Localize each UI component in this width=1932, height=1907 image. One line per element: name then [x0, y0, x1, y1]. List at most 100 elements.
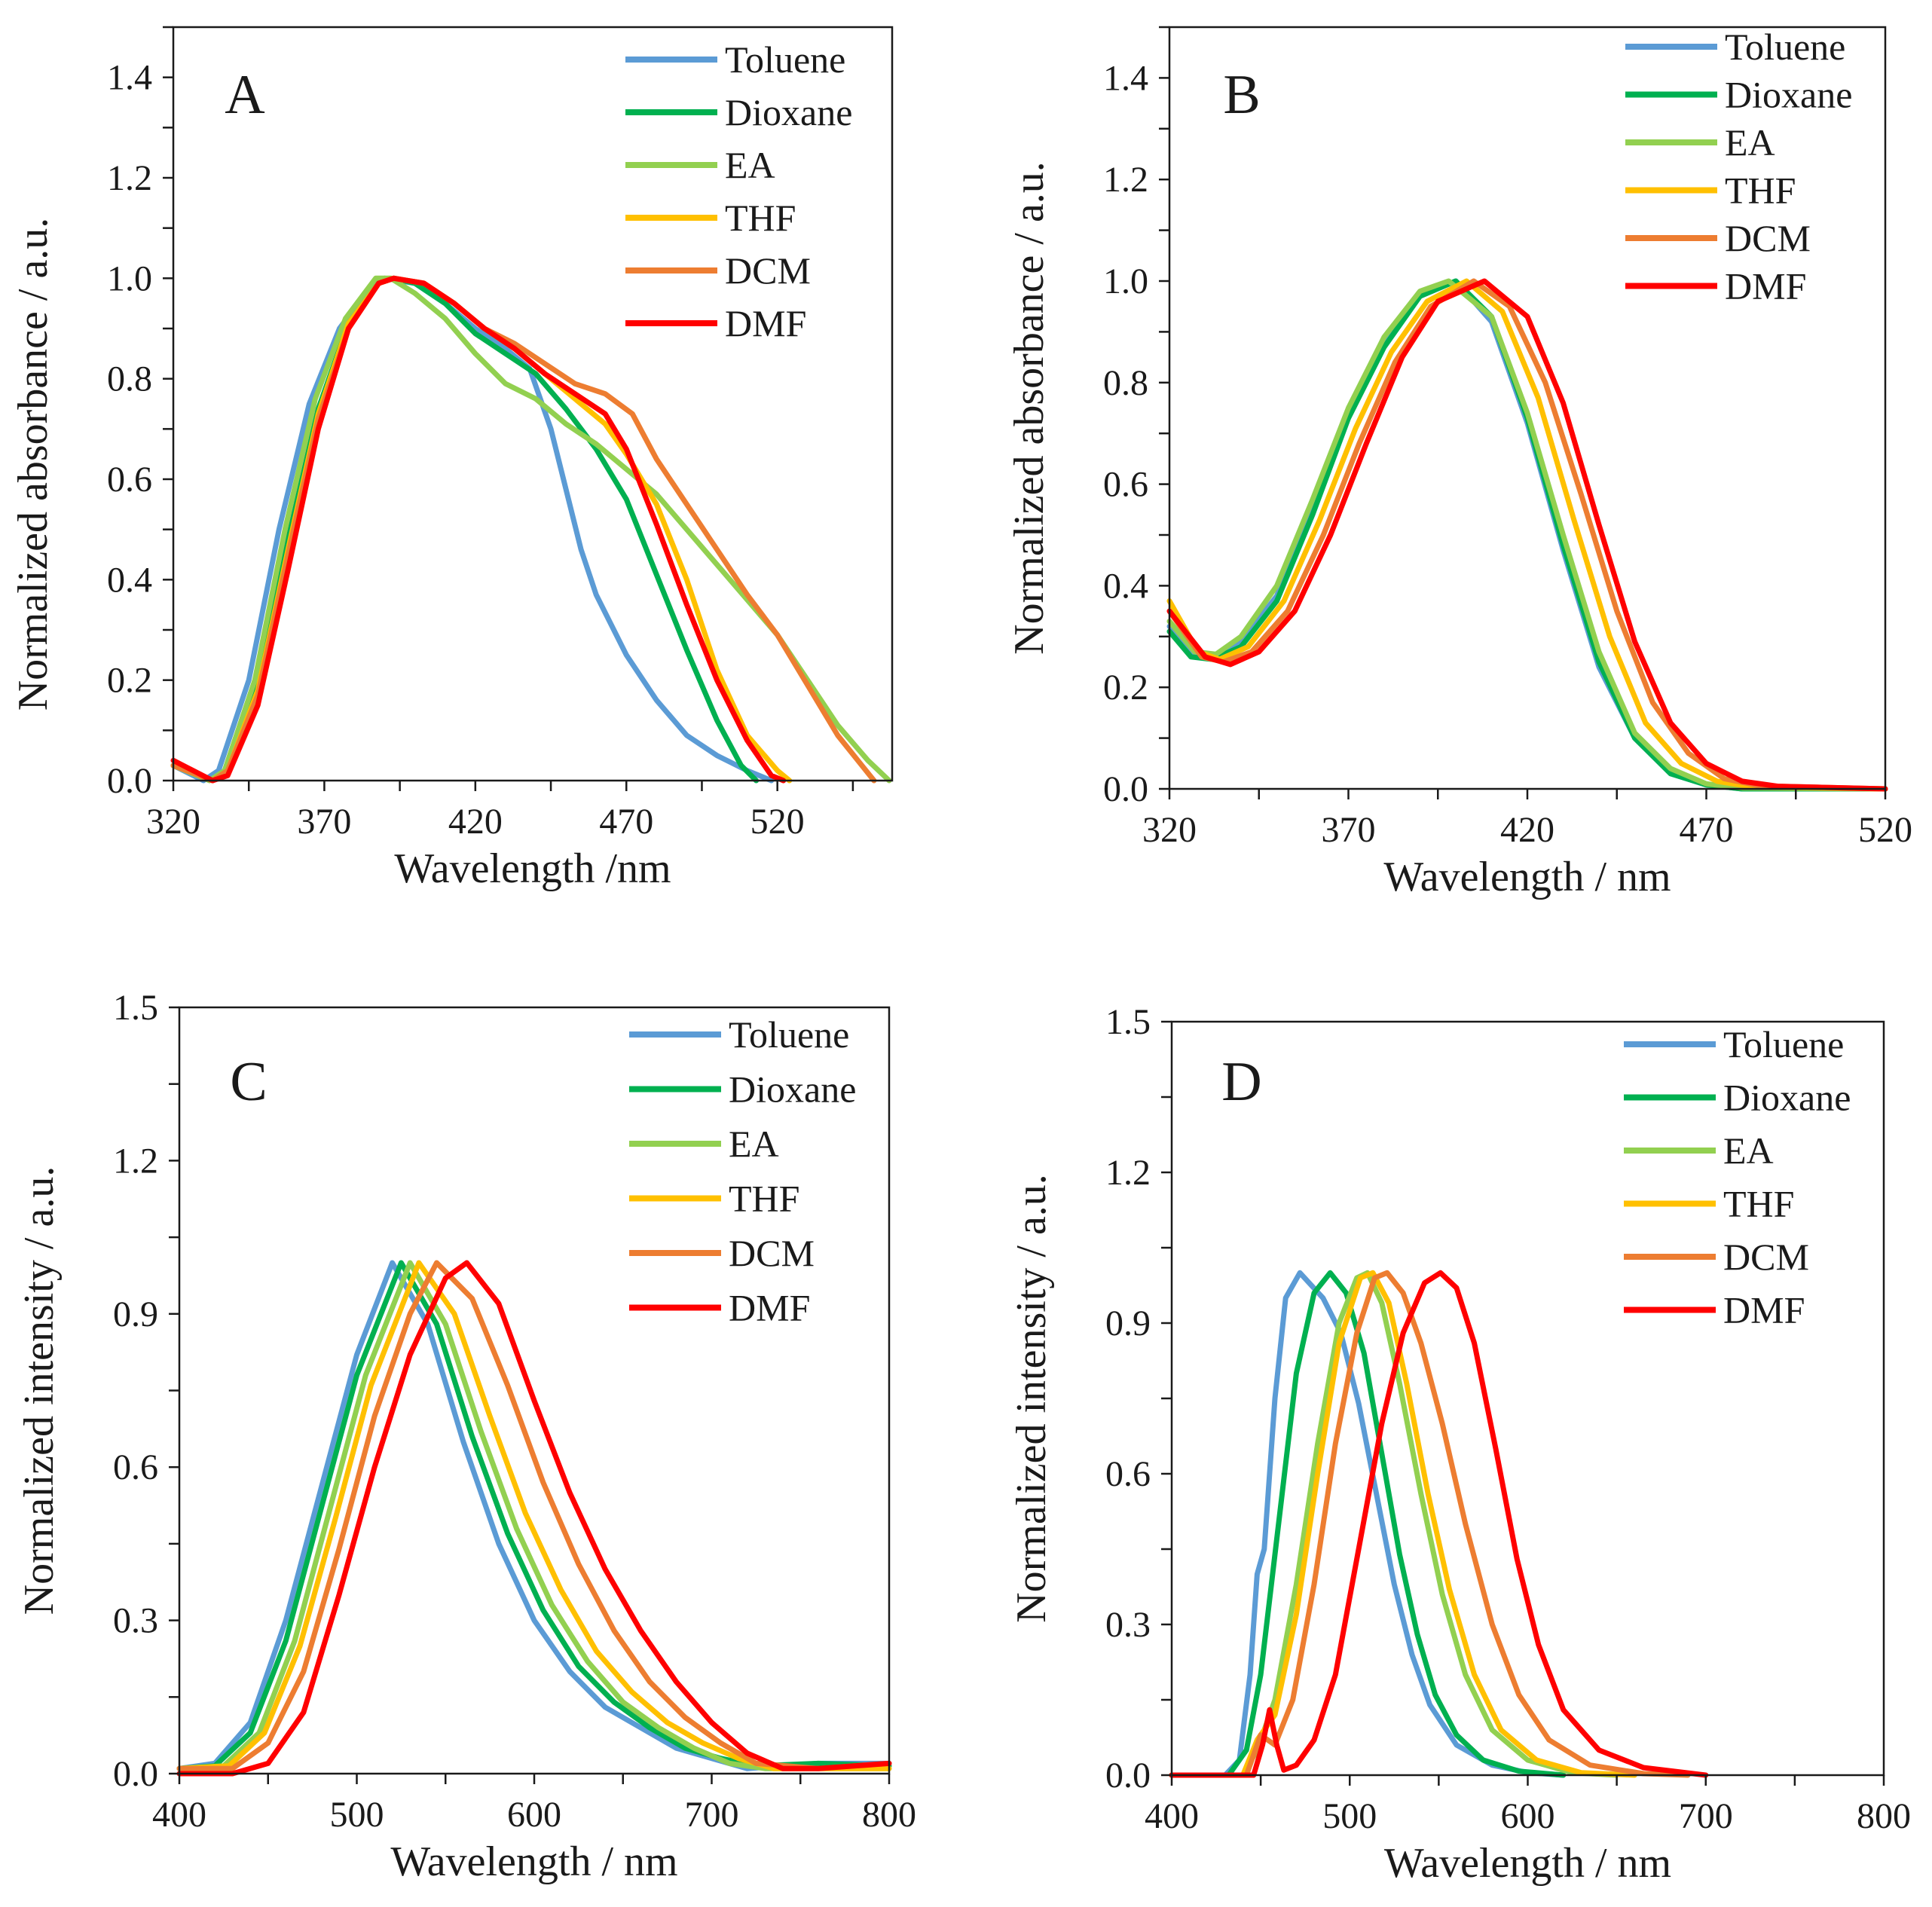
plot-frame	[172, 26, 894, 782]
series-line-dmf	[176, 1260, 892, 1777]
series-line-dmf	[1166, 278, 1888, 792]
y-tick-label: 0.0	[113, 1754, 158, 1794]
legend: Toluene Dioxane EA THF DCM DMF	[629, 1013, 856, 1329]
x-tick-label: 800	[862, 1795, 916, 1835]
legend-label: DMF	[1723, 1289, 1805, 1331]
y-tick-label: 0.6	[1105, 1454, 1151, 1494]
legend-label: Toluene	[729, 1013, 849, 1056]
series-line-toluene	[176, 1260, 892, 1771]
legend-label: THF	[729, 1178, 799, 1220]
panel-label: D	[1221, 1051, 1261, 1113]
y-tick-label: 1.0	[107, 258, 152, 298]
y-tick-label: 0.6	[113, 1447, 158, 1487]
series-line-thf	[170, 275, 793, 784]
y-tick-label: 0.0	[107, 761, 152, 801]
x-tick-label: 800	[1857, 1796, 1911, 1836]
series-line-dcm	[170, 275, 877, 784]
x-tick-label: 520	[750, 802, 805, 842]
x-tick-label: 400	[152, 1795, 206, 1835]
y-axis-title: Normalized absorbance / a.u.	[1006, 161, 1053, 655]
series-line-dioxane	[1166, 278, 1888, 792]
legend-label: EA	[1723, 1129, 1774, 1172]
y-tick-label: 1.2	[107, 158, 152, 198]
legend-label: Dioxane	[1725, 74, 1852, 116]
series-line-dmf	[170, 275, 787, 784]
x-tick-label: 400	[1145, 1796, 1199, 1836]
legend-label: DMF	[725, 302, 806, 344]
x-tick-label: 370	[1322, 810, 1376, 850]
x-tick-label: 700	[1679, 1796, 1733, 1836]
legend-label: DCM	[725, 249, 811, 292]
panel-C: 0.0 0.3 0.6 0.9 1.2 1.5 400 500 600 700 800 Wavelen…	[16, 988, 916, 1885]
y-tick-label: 0.9	[1105, 1303, 1151, 1343]
y-tick-label: 0.8	[1103, 363, 1148, 403]
series-line-dmf	[1169, 1270, 1709, 1778]
y-tick-label: 1.4	[1103, 58, 1148, 98]
y-axis-title: Normalized intensity / a.u.	[16, 1166, 63, 1615]
x-axis-title: Wavelength / nm	[1384, 1840, 1671, 1887]
y-tick-label: 0.2	[1103, 668, 1148, 707]
legend: Toluene Dioxane EA THF DCM DMF	[1624, 1023, 1851, 1331]
y-tick-label: 0.2	[107, 661, 152, 701]
series-line-ea	[1169, 1270, 1620, 1778]
x-tick-label: 420	[1500, 810, 1554, 850]
x-tick-label: 470	[1680, 810, 1734, 850]
y-axis-title: Normalized absorbance / a.u.	[10, 218, 57, 711]
y-tick-label: 1.0	[1103, 261, 1148, 301]
y-tick-label: 1.2	[1105, 1153, 1151, 1193]
x-tick-label: 600	[507, 1795, 561, 1835]
y-tick-label: 0.6	[107, 460, 152, 500]
legend-label: DMF	[1725, 265, 1806, 307]
y-tick-label: 0.9	[113, 1294, 158, 1334]
legend-label: DCM	[1723, 1236, 1809, 1278]
legend-label: DCM	[1725, 217, 1811, 259]
y-tick-label: 0.0	[1103, 769, 1148, 809]
x-tick-label: 370	[297, 802, 351, 842]
y-tick-label: 1.2	[113, 1141, 158, 1181]
legend: Toluene Dioxane EA THF DCM DMF	[1625, 26, 1852, 307]
y-axis-title: Normalized intensity / a.u.	[1008, 1174, 1055, 1623]
panel-D: 0.0 0.3 0.6 0.9 1.2 1.5 400 500 600 700 800 Wavelen…	[1008, 1002, 1911, 1887]
series-line-dcm	[1169, 1270, 1691, 1778]
x-axis-title: Wavelength / nm	[390, 1838, 677, 1885]
y-tick-label: 1.2	[1103, 160, 1148, 200]
series-line-dioxane	[1169, 1270, 1567, 1778]
series-line-dcm	[1166, 278, 1888, 792]
x-tick-label: 470	[599, 802, 653, 842]
panel-label: B	[1223, 64, 1260, 126]
y-tick-label: 0.4	[1103, 566, 1148, 606]
series-line-thf	[176, 1260, 892, 1771]
y-tick-label: 0.0	[1105, 1756, 1151, 1795]
legend-label: THF	[725, 197, 796, 239]
legend-label: EA	[729, 1123, 779, 1165]
y-tick-label: 0.8	[107, 359, 152, 399]
legend-label: EA	[725, 144, 775, 186]
legend-label: THF	[1723, 1183, 1794, 1225]
series-line-thf	[1166, 278, 1888, 792]
series-line-thf	[1169, 1270, 1637, 1778]
legend-label: THF	[1725, 170, 1796, 212]
legend-label: Toluene	[1725, 26, 1845, 68]
series-line-toluene	[170, 275, 775, 784]
panel-B: 0.0 0.2 0.4 0.6 0.8 1.0 1.2 1.4 320 370 420 470 520 W…	[1006, 26, 1912, 900]
series-line-toluene	[1166, 278, 1888, 792]
x-tick-label: 320	[146, 802, 200, 842]
panel-A: 0.0 0.2 0.4 0.6 0.8 1.0 1.2 1.4 320 370 420 470 520 W…	[10, 26, 894, 892]
series-line-dioxane	[176, 1260, 892, 1771]
x-axis-title: Wavelength / nm	[1383, 854, 1671, 900]
x-tick-label: 520	[1858, 810, 1912, 850]
series-line-toluene	[1169, 1270, 1567, 1778]
x-tick-label: 500	[330, 1795, 384, 1835]
y-tick-label: 0.4	[107, 560, 152, 600]
panel-label: C	[230, 1051, 267, 1113]
series-line-dcm	[176, 1260, 892, 1771]
legend-label: Toluene	[725, 38, 845, 81]
y-tick-label: 1.5	[1105, 1002, 1151, 1042]
legend-label: Dioxane	[729, 1068, 856, 1111]
x-tick-label: 320	[1142, 810, 1197, 850]
y-tick-label: 1.4	[107, 58, 152, 98]
x-tick-label: 420	[448, 802, 503, 842]
x-tick-label: 700	[685, 1795, 739, 1835]
legend-label: DMF	[729, 1287, 810, 1329]
